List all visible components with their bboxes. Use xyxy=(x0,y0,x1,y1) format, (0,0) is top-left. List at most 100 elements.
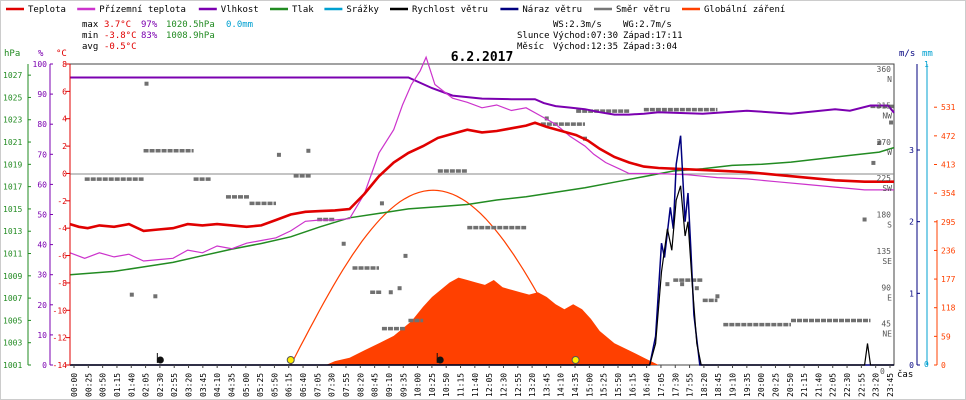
x-tick-label: 19:10 xyxy=(729,373,738,397)
x-tick-label: 12:05 xyxy=(485,373,494,397)
x-tick-label: 07:55 xyxy=(342,373,351,397)
ms-tick-label: 1 xyxy=(909,289,914,298)
hpa-tick-label: 1021 xyxy=(3,138,22,147)
wind-dir-point xyxy=(694,286,699,291)
dir-tick-label: 225 xyxy=(877,174,892,183)
legend-label-6: Náraz větru xyxy=(522,5,582,15)
wind-dir-point xyxy=(715,294,720,299)
legend-label-1: Přízemní teplota xyxy=(99,5,186,15)
x-tick-label: 18:45 xyxy=(714,373,723,397)
mm-tick-label: 0 xyxy=(924,360,929,369)
pct-tick-label: 100 xyxy=(33,60,48,69)
stats-min-temp: -3.8°C xyxy=(104,31,137,41)
wind-dir-point xyxy=(276,152,281,157)
wind-direction-layer xyxy=(84,81,894,331)
wm2-tick-label: 354 xyxy=(941,189,956,198)
x-tick-label: 23:20 xyxy=(872,373,881,397)
x-tick-label: 05:25 xyxy=(256,373,265,397)
x-tick-label: 21:40 xyxy=(814,373,823,397)
temp-tick-label: -12 xyxy=(53,334,68,343)
legend-label-5: Rychlost větru xyxy=(412,5,488,15)
dir-compass-label: E xyxy=(887,293,892,302)
x-tick-label: 21:15 xyxy=(800,373,809,397)
x-tick-label: 05:00 xyxy=(242,373,251,397)
x-tick-label: 04:10 xyxy=(213,373,222,397)
temp-tick-label: -6 xyxy=(57,252,67,261)
x-tick-label: 01:40 xyxy=(127,373,136,397)
wind-dir-point xyxy=(544,116,549,121)
dir-tick-label: 360 xyxy=(877,65,892,74)
stats-max-temp: 3.7°C xyxy=(104,20,131,30)
x-tick-label: 02:05 xyxy=(142,373,151,397)
x-tick-label: 00:25 xyxy=(84,373,93,397)
info-sun-label: Slunce xyxy=(517,31,550,41)
wind-dir-point xyxy=(144,81,149,86)
moonrise-marker xyxy=(436,356,444,364)
hpa-tick-label: 1003 xyxy=(3,339,22,348)
x-tick-label: 10:25 xyxy=(428,373,437,397)
x-tick-label: 07:05 xyxy=(313,373,322,397)
mm-unit: mm xyxy=(922,49,933,59)
wind-dir-point xyxy=(153,294,158,299)
legend-label-0: Teplota xyxy=(28,5,66,15)
temp-unit: °C xyxy=(56,49,67,59)
chart-title: 6.2.2017 xyxy=(451,50,514,65)
x-tick-label: 20:00 xyxy=(757,373,766,397)
dir-tick-label: 135 xyxy=(877,247,892,256)
dir-compass-label: NE xyxy=(882,330,892,339)
wm2-tick-label: 59 xyxy=(941,332,951,341)
dir-tick-label: 45 xyxy=(881,320,891,329)
x-tick-label: 14:10 xyxy=(557,373,566,397)
legend-label-3: Tlak xyxy=(292,5,314,15)
legend-label-8: Globální záření xyxy=(704,5,785,15)
x-tick-label: 02:30 xyxy=(156,373,165,397)
temp-tick-label: 8 xyxy=(62,60,67,69)
legend: Teplota Přízemní teplota Vlhkost Tlak Srážky… xyxy=(6,5,785,15)
stats-min-pres: 1008.9hPa xyxy=(166,31,215,41)
wind-dir-point xyxy=(889,120,894,125)
wind-dir-point xyxy=(129,292,134,297)
stats-min-label: min xyxy=(82,31,98,41)
x-tick-label: 03:20 xyxy=(185,373,194,397)
stats-max-rain: 0.0mm xyxy=(226,20,253,30)
x-tick-label: 04:35 xyxy=(227,373,236,397)
x-tick-label: 16:40 xyxy=(643,373,652,397)
x-tick-label: 19:35 xyxy=(743,373,752,397)
ms-tick-label: 3 xyxy=(909,146,914,155)
x-tick-label: 12:30 xyxy=(499,373,508,397)
x-tick-label: 11:40 xyxy=(471,373,480,397)
dir-tick-label: 90 xyxy=(881,283,891,292)
astro-info: WS:2.3m/s WG:2.7m/s Slunce Východ:07:30 … xyxy=(517,20,683,52)
info-moon-label: Měsíc xyxy=(517,42,544,52)
pct-unit: % xyxy=(38,49,44,59)
ms-tick-label: 0 xyxy=(909,361,914,370)
dir-compass-label: S xyxy=(887,221,892,230)
dir-compass-label: SE xyxy=(882,257,892,266)
wm2-tick-label: 236 xyxy=(941,246,956,255)
wm2-tick-label: 531 xyxy=(941,103,956,112)
x-tick-label: 18:20 xyxy=(700,373,709,397)
x-tick-label: 16:15 xyxy=(628,373,637,397)
series-lines xyxy=(69,55,895,366)
pct-tick-label: 10 xyxy=(37,331,47,340)
hpa-tick-label: 1009 xyxy=(3,272,22,281)
x-tick-label: 15:00 xyxy=(585,373,594,397)
stats-avg-temp: -0.5°C xyxy=(104,42,137,52)
wind-dir-point xyxy=(871,160,876,165)
x-tick-label: 00:50 xyxy=(99,373,108,397)
radiation-area xyxy=(326,277,659,365)
hpa-tick-label: 1013 xyxy=(3,227,22,236)
x-tick-label: 13:45 xyxy=(542,373,551,397)
axes: hPa1001100310051007100910111013101510171… xyxy=(3,49,956,397)
legend-label-2: Vlhkost xyxy=(221,5,259,15)
x-tick-label: 03:45 xyxy=(199,373,208,397)
x-tick-label: 17:30 xyxy=(671,373,680,397)
ms-tick-label: 2 xyxy=(909,218,914,227)
wind-dir-point xyxy=(877,140,882,145)
wm2-tick-label: 472 xyxy=(941,132,956,141)
temperature-line xyxy=(69,121,894,233)
pct-tick-label: 0 xyxy=(42,361,47,370)
dir-tick-label: 315 xyxy=(877,101,892,110)
x-tick-label: 20:50 xyxy=(786,373,795,397)
